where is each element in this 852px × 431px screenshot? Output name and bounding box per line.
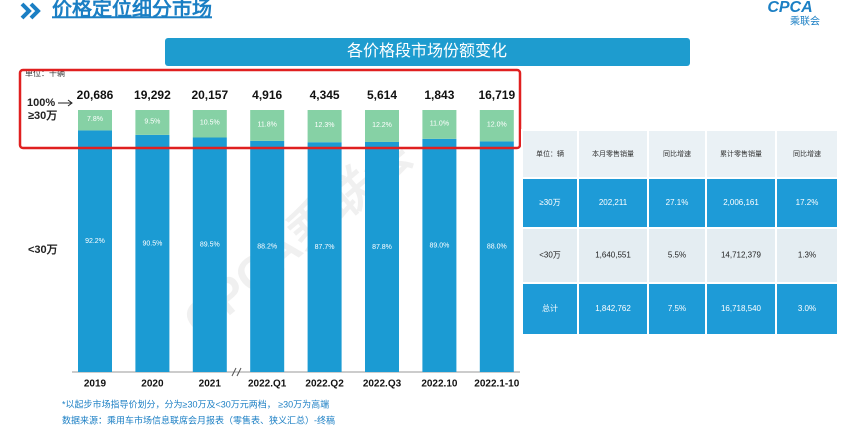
value-label: 12.0% <box>487 122 507 129</box>
table-cell <box>577 227 649 284</box>
table-header: 同比增速 <box>663 149 691 158</box>
table-header: 累计零售销量 <box>720 149 762 158</box>
table-cell <box>521 129 579 179</box>
table-cell <box>647 177 707 229</box>
value-label: 90.5% <box>142 240 162 247</box>
unit-label: 单位：千辆 <box>25 68 65 78</box>
table: 单位：辆 本月零售销量 同比增速 累计零售销量 同比增速 ≥30万 202,211 27.1%… <box>521 129 839 336</box>
bar-segment <box>422 110 457 139</box>
series-label: <30万 <box>28 243 58 256</box>
chart: <30万 92.2% 90.5% 89.5% 88.2% 87.7% 87.8% 89.0% 8… <box>28 88 520 389</box>
table-text: 3.0% <box>798 304 816 313</box>
table-cell <box>775 227 839 284</box>
banner <box>165 38 690 66</box>
highlight-box <box>18 68 522 150</box>
value-label: 12.3% <box>315 122 335 129</box>
x-tick-label: 2022.10 <box>421 379 458 390</box>
table-cell <box>521 177 579 229</box>
x-tick-label: 2021 <box>199 379 222 390</box>
total-label: 16,719 <box>478 88 515 102</box>
table-cell <box>521 227 579 284</box>
arrow <box>58 99 73 107</box>
table-text: 5.5% <box>668 251 686 260</box>
total-label: 20,686 <box>77 88 114 102</box>
note: *以起步市场指导价划分，分为≥30万及<30万元两档， ≥30万为高端 <box>62 398 329 409</box>
table-header: 同比增速 <box>793 149 821 158</box>
logo-sub: 乘联会 <box>790 15 820 28</box>
table-text: 202,211 <box>599 198 628 207</box>
bar-segment <box>192 137 227 372</box>
bar-segment <box>135 110 170 135</box>
bar-segment <box>250 110 285 141</box>
axis-break <box>231 367 242 377</box>
total-label: 4,345 <box>310 88 340 102</box>
top-label: 100% <box>27 97 55 109</box>
table-cell <box>577 177 649 229</box>
bar-segment <box>307 110 342 143</box>
bar-segment <box>479 141 514 372</box>
banner-title: 各价格段市场份额变化 <box>347 42 507 60</box>
x-tick-label: 2020 <box>141 379 164 390</box>
bar-segment <box>365 110 399 142</box>
table-cell <box>647 282 707 336</box>
note: 数据来源：乘用车市场信息联席会月报表（零售表、狭义汇总）-终稿 <box>62 414 335 425</box>
table-text: ≥30万 <box>539 198 560 207</box>
table-text: 1.3% <box>798 251 816 260</box>
total-label: 20,157 <box>191 88 228 102</box>
value-label: 87.7% <box>315 244 335 251</box>
table-cell <box>577 129 649 179</box>
x-tick-label: 2022.Q1 <box>248 379 287 390</box>
bar-segment <box>422 138 457 372</box>
value-label: 10.5% <box>200 120 220 127</box>
value-label: 87.8% <box>372 244 392 251</box>
total-label: 19,292 <box>134 88 171 102</box>
table-text: 16,718,540 <box>721 304 762 313</box>
table-cell <box>775 177 839 229</box>
table-text: <30万 <box>539 251 561 260</box>
bar-segment <box>479 110 514 142</box>
table-cell <box>577 282 649 336</box>
value-label: 9.5% <box>144 118 160 125</box>
value-label: 89.0% <box>429 242 449 249</box>
value-label: 7.8% <box>87 116 103 123</box>
table-text: 27.1% <box>666 198 689 207</box>
logo: CPCA <box>767 0 812 16</box>
value-label: 11.8% <box>258 121 277 128</box>
table-text: 总计 <box>542 303 558 313</box>
value-label: 89.5% <box>200 242 220 249</box>
total-label: 5,614 <box>367 88 397 102</box>
table-text: 7.5% <box>668 304 686 313</box>
bar-segment <box>250 140 285 372</box>
total-label: 4,916 <box>252 88 282 102</box>
x-tick-label: 2022.Q3 <box>363 379 402 390</box>
table-text: 1,842,762 <box>595 304 631 313</box>
bar-segment <box>135 134 170 372</box>
bar-segment <box>78 110 112 131</box>
table-header: 单位：辆 <box>536 149 564 158</box>
table-text: 1,640,551 <box>595 251 631 260</box>
table-text: 17.2% <box>796 198 819 207</box>
value-label: 88.0% <box>487 244 507 251</box>
x-tick-label: 2022.1-10 <box>474 379 519 390</box>
value-label: 12.2% <box>372 122 392 129</box>
x-tick-label: 2019 <box>84 379 107 390</box>
bar-segment <box>78 130 112 372</box>
table-cell <box>705 129 777 179</box>
table-header: 本月零售销量 <box>592 149 634 158</box>
x-tick-label: 2022.Q2 <box>305 379 344 390</box>
table-text: 14,712,379 <box>721 251 762 260</box>
value-label: 92.2% <box>85 238 105 245</box>
bar-segment <box>307 142 342 372</box>
value-label: 88.2% <box>257 243 277 250</box>
title-icon <box>20 2 41 20</box>
table-text: 2,006,161 <box>723 198 759 207</box>
table-cell <box>775 282 839 336</box>
series-label: ≥30万 <box>28 109 57 122</box>
bar-segment <box>365 141 399 372</box>
total-label: 1,843 <box>424 88 454 102</box>
bar-segment <box>192 110 227 138</box>
page-title: 价格定位细分市场 <box>52 0 212 20</box>
value-label: 11.0% <box>430 120 449 127</box>
